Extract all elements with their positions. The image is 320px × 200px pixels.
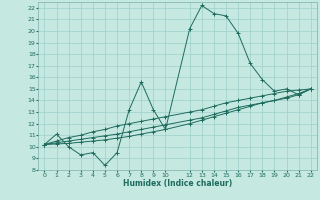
X-axis label: Humidex (Indice chaleur): Humidex (Indice chaleur) xyxy=(123,179,232,188)
